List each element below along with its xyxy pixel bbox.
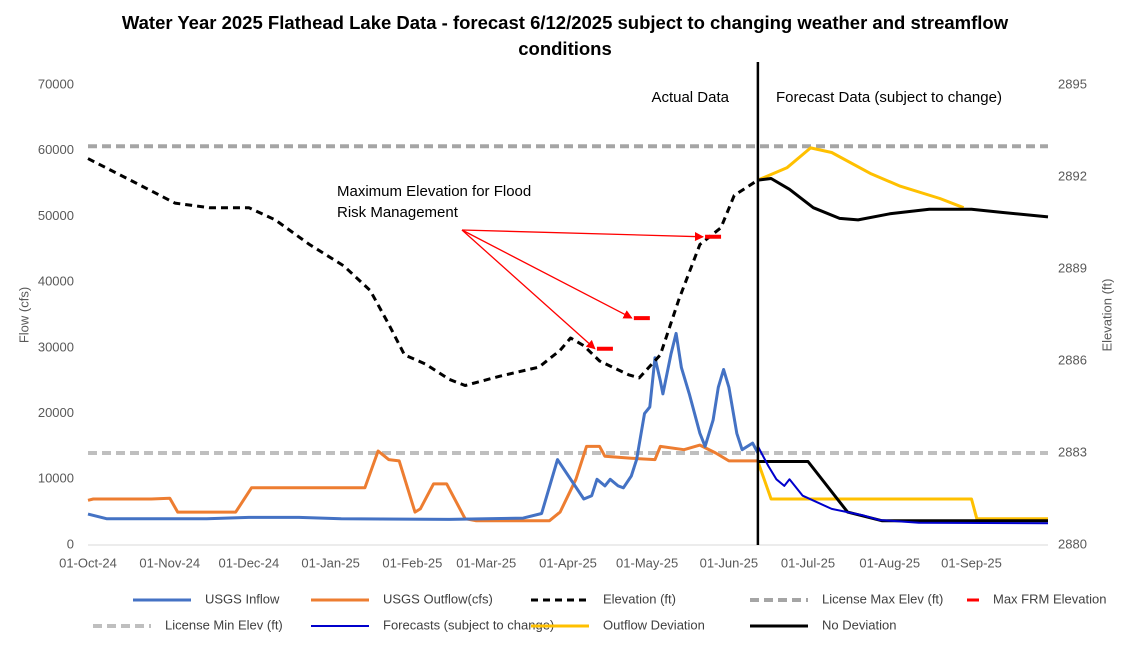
- y-axis-label: Flow (cfs): [16, 287, 31, 343]
- legend-label: Max FRM Elevation: [993, 591, 1106, 606]
- chart-title: Water Year 2025 Flathead Lake Data - for…: [121, 12, 1009, 59]
- annotation-arrow: [461, 229, 704, 242]
- x-tick-label: 01-Sep-25: [941, 555, 1002, 570]
- y2-tick-label: 2880: [1058, 536, 1087, 551]
- x-tick-label: 01-May-25: [616, 555, 678, 570]
- y-tick-label: 20000: [38, 405, 74, 420]
- annotation-arrow: [461, 229, 633, 319]
- series-line: [87, 331, 760, 521]
- y2-tick-label: 2892: [1058, 168, 1087, 183]
- series-elevation-line: [757, 146, 965, 210]
- legend-label: USGS Outflow(cfs): [383, 591, 493, 606]
- legend-label: Elevation (ft): [603, 591, 676, 606]
- series-line: [87, 443, 758, 523]
- y-tick-label: 70000: [38, 76, 74, 91]
- x-tick-label: 01-Aug-25: [859, 555, 920, 570]
- series-elevation-line: [757, 177, 1049, 222]
- legend-label: License Max Elev (ft): [822, 591, 943, 606]
- legend-label: Forecasts (subject to change): [383, 617, 554, 632]
- x-tick-label: 01-Oct-24: [59, 555, 117, 570]
- series-line: [757, 445, 1049, 525]
- y-tick-label: 50000: [38, 208, 74, 223]
- x-tick-label: 01-Jul-25: [781, 555, 835, 570]
- x-tick-label: 01-Mar-25: [456, 555, 516, 570]
- frm-annotation: Maximum Elevation for Flood Risk Managem…: [337, 183, 532, 221]
- y2-tick-label: 2886: [1058, 352, 1087, 367]
- y-tick-label: 60000: [38, 142, 74, 157]
- x-tick-label: 01-Jun-25: [700, 555, 759, 570]
- x-tick-label: 01-Feb-25: [382, 555, 442, 570]
- y-tick-label: 10000: [38, 471, 74, 486]
- forecast-label: Forecast Data (subject to change): [776, 89, 1002, 106]
- series-line: [757, 460, 1048, 523]
- series-line: [87, 157, 759, 387]
- y2-tick-label: 2889: [1058, 260, 1087, 275]
- legend-label: License Min Elev (ft): [165, 617, 283, 632]
- annotation-arrow: [461, 229, 596, 350]
- x-tick-label: 01-Apr-25: [539, 555, 597, 570]
- y-tick-label: 0: [67, 536, 74, 551]
- actual-label: Actual Data: [651, 89, 729, 106]
- y2-axis-label: Elevation (ft): [1099, 279, 1114, 352]
- legend-label: No Deviation: [822, 617, 896, 632]
- y2-tick-label: 2895: [1058, 76, 1087, 91]
- y2-tick-label: 2883: [1058, 444, 1087, 459]
- legend-label: USGS Inflow: [205, 591, 280, 606]
- series-line: [756, 461, 1048, 521]
- x-tick-label: 01-Dec-24: [219, 555, 280, 570]
- y-tick-label: 40000: [38, 274, 74, 289]
- x-tick-label: 01-Nov-24: [139, 555, 200, 570]
- legend-label: Outflow Deviation: [603, 617, 705, 632]
- y-tick-label: 30000: [38, 339, 74, 354]
- x-tick-label: 01-Jan-25: [301, 555, 360, 570]
